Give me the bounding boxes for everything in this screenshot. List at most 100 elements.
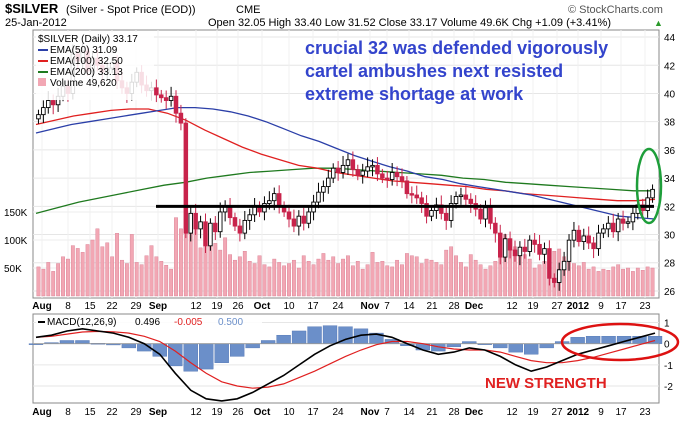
candle-body xyxy=(360,170,365,176)
volume-bar xyxy=(179,228,183,297)
volume-bar xyxy=(645,266,650,297)
x-tick-label: 24 xyxy=(332,301,344,312)
volume-bar xyxy=(277,262,282,297)
volume-bar xyxy=(36,266,41,297)
annotation-line-3: extreme shortage at work xyxy=(305,84,524,104)
volume-bar xyxy=(228,254,232,297)
macd-histogram-bar xyxy=(121,343,137,349)
ema100-line xyxy=(35,108,656,202)
macd-histogram-bar xyxy=(291,330,307,344)
macd-x-tick-label: Oct xyxy=(254,407,271,418)
candle-body xyxy=(301,215,306,224)
price-tick-label: 38 xyxy=(664,118,676,129)
annotation-line-1: crucial 32 was defended vigorously xyxy=(305,38,608,58)
candle-body xyxy=(463,194,469,200)
price-tick-label: 44 xyxy=(664,33,676,44)
macd-x-tick-label: 24 xyxy=(332,407,344,418)
volume-bar xyxy=(46,262,51,297)
macd-tick-label: 1 xyxy=(664,318,670,329)
candle-body xyxy=(443,212,449,221)
candle-body xyxy=(217,211,223,233)
macd-histogram-bar xyxy=(601,336,616,344)
macd-x-tick-label: 12 xyxy=(190,407,202,418)
candle-body xyxy=(483,207,488,220)
candle-body xyxy=(517,246,523,257)
volume-bar xyxy=(522,254,527,297)
chart-exchange: CME xyxy=(236,4,260,16)
x-tick-label: 19 xyxy=(527,301,539,312)
price-tick-label: 42 xyxy=(664,61,676,72)
x-tick-label: 26 xyxy=(232,301,244,312)
volume-bar xyxy=(493,261,498,297)
volume-bar xyxy=(385,265,390,297)
macd-histogram-bar xyxy=(276,334,291,344)
macd-histogram-bar xyxy=(245,343,260,349)
macd-histogram-bar xyxy=(570,337,585,344)
legend-ema100: EMA(100) 32.50 xyxy=(50,56,123,67)
x-tick-label: 14 xyxy=(403,301,415,312)
x-tick-label: 21 xyxy=(426,301,438,312)
volume-bar xyxy=(139,264,144,297)
macd-tick-label: -1 xyxy=(664,361,673,372)
volume-bar xyxy=(621,268,625,297)
legend-volume: Volume 49,620 xyxy=(50,78,117,89)
macd-histogram-bar xyxy=(199,343,214,370)
macd-x-tick-label: 19 xyxy=(211,407,223,418)
ema50-line xyxy=(35,106,656,220)
candle-body xyxy=(345,159,351,166)
legend-ema200: EMA(200) 33.13 xyxy=(50,67,123,78)
macd-histogram-bar xyxy=(446,343,461,348)
macd-histogram-bar xyxy=(322,325,338,344)
candle-body xyxy=(576,229,582,243)
candle-body xyxy=(512,249,518,257)
candle-body xyxy=(478,208,483,220)
candle-body xyxy=(399,176,405,182)
candle-body xyxy=(286,211,292,220)
volume-bar xyxy=(409,255,414,297)
legend-box xyxy=(36,32,154,100)
volume-bar xyxy=(301,255,306,297)
macd-histogram-bar xyxy=(585,336,601,344)
candle-body xyxy=(380,173,385,179)
candle-body xyxy=(41,107,46,116)
candle-body xyxy=(620,218,626,224)
candle-body xyxy=(419,197,424,204)
price-tick-label: 28 xyxy=(664,259,676,270)
candle-body xyxy=(586,235,591,244)
candle-body xyxy=(232,217,238,227)
up-arrow-icon: ▲ xyxy=(654,18,663,28)
x-tick-label: Aug xyxy=(32,301,51,312)
macd-x-tick-label: Dec xyxy=(465,407,484,418)
volume-bar xyxy=(626,267,630,297)
macd-note: NEW STRENGTH xyxy=(485,375,607,392)
volume-bar xyxy=(434,262,439,297)
volume-bar xyxy=(267,266,272,297)
volume-bar xyxy=(375,262,380,297)
x-tick-label: Dec xyxy=(465,301,484,312)
candle-body xyxy=(429,210,434,217)
macd-histogram-bar xyxy=(539,343,554,349)
candle-body xyxy=(188,212,193,234)
candle-body xyxy=(394,172,400,178)
x-tick-label: Nov xyxy=(361,301,380,312)
macd-value-1: 0.496 xyxy=(135,317,160,328)
volume-bar xyxy=(237,256,242,297)
candle-body xyxy=(571,229,577,241)
volume-bar xyxy=(601,268,606,297)
candle-body xyxy=(237,225,243,234)
volume-bar xyxy=(198,247,203,297)
volume-bar xyxy=(468,254,473,297)
candle-body xyxy=(448,203,454,221)
candle-body xyxy=(537,243,542,255)
volume-bar xyxy=(459,262,463,297)
candle-body xyxy=(522,246,528,252)
candle-body xyxy=(630,212,636,223)
volume-bar xyxy=(478,264,483,297)
ema200-line xyxy=(35,167,655,215)
volume-bar xyxy=(439,264,444,297)
candle-body xyxy=(316,191,321,203)
volume-bar xyxy=(154,256,159,297)
macd-value-3: 0.500 xyxy=(218,317,243,328)
volume-bar xyxy=(400,264,404,297)
volume-bar xyxy=(616,264,621,297)
